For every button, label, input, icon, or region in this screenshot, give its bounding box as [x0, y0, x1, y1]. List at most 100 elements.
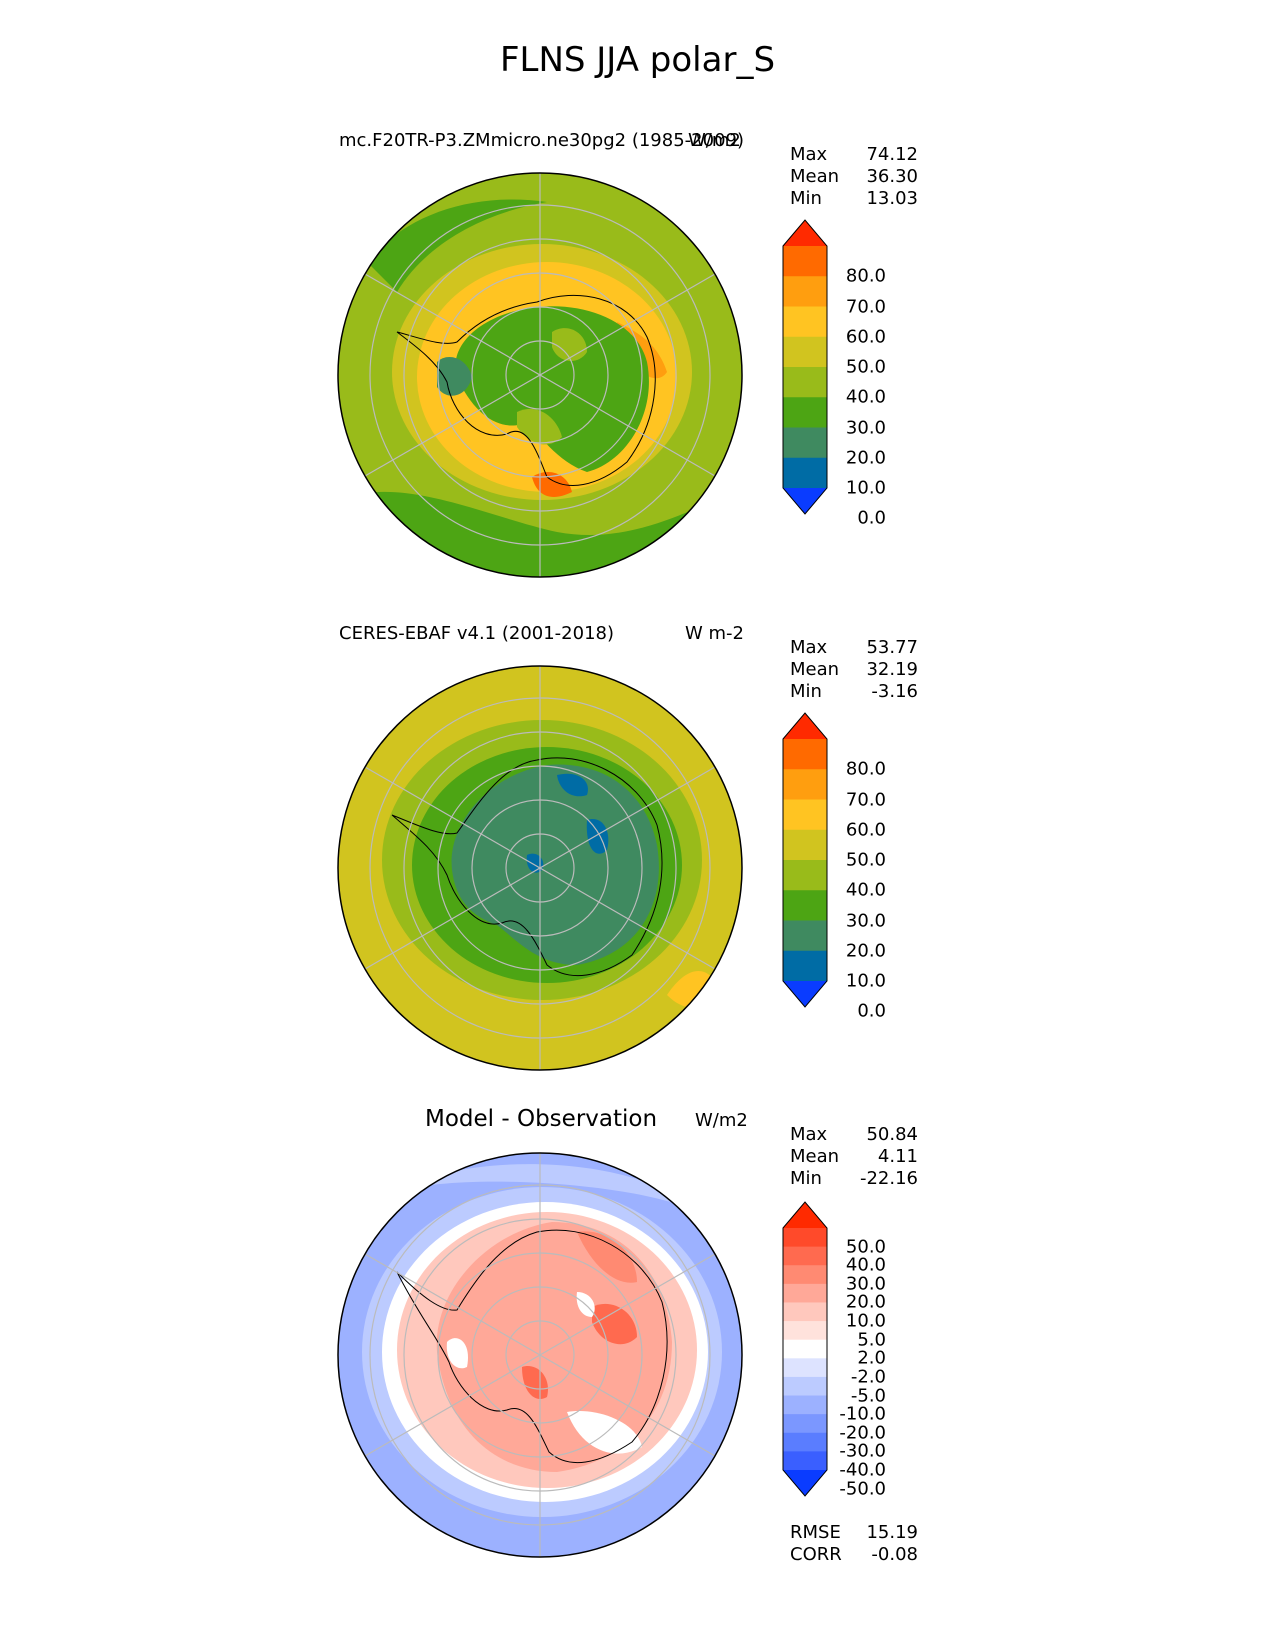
colorbar-tick-label: 5.0	[857, 1329, 886, 1351]
colorbar-tick-label: 40.0	[845, 879, 886, 901]
panel-title: Model - Observation	[425, 1106, 658, 1132]
colorbar-extend-bottom	[783, 981, 827, 1007]
colorbar-tick-label: -2.0	[850, 1366, 886, 1388]
colorbar-segment	[783, 1451, 827, 1471]
colorbar-tick-label: -30.0	[839, 1440, 886, 1462]
colorbar	[782, 219, 828, 515]
colorbar-tick-label: 50.0	[845, 1236, 886, 1258]
map-field-interior2	[437, 357, 472, 396]
colorbar-tick-label: 20.0	[845, 940, 886, 962]
colorbar-tick-label: 60.0	[845, 326, 886, 348]
colorbar-outline	[782, 1201, 828, 1497]
stat-mean-label: Mean	[790, 659, 840, 680]
colorbar-segment	[783, 1302, 827, 1322]
colorbar-segment	[783, 920, 827, 952]
colorbar-tick-label: -5.0	[850, 1385, 886, 1407]
colorbar-tick-label: -40.0	[839, 1459, 886, 1481]
colorbar-extend-top	[783, 713, 827, 739]
colorbar-segment	[783, 336, 827, 368]
colorbar-tick-label: 70.0	[845, 296, 886, 317]
stat-corr-label: CORR	[790, 1544, 842, 1565]
colorbar-segment	[783, 367, 827, 398]
graticule	[364, 666, 716, 1070]
map-field-hot	[592, 1303, 637, 1345]
colorbar-segment	[783, 769, 827, 800]
colorbar-segment	[783, 860, 827, 891]
colorbar-tick-label: 0.0	[857, 1000, 886, 1022]
stat-mean: 36.30	[866, 166, 918, 187]
stat-mean: 4.11	[877, 1146, 918, 1167]
polar-map-diff	[337, 1152, 743, 1558]
stat-min-label: Min	[790, 188, 822, 209]
colorbar-tick-label: 80.0	[845, 758, 886, 780]
colorbar-segment	[783, 1358, 827, 1378]
stat-min-label: Min	[790, 681, 822, 702]
panel-title: mc.F20TR-P3.ZMmicro.ne30pg2 (1985-2009)	[339, 130, 744, 151]
colorbar-outline	[782, 219, 828, 515]
stat-max: 50.84	[866, 1124, 918, 1145]
graticule	[364, 1153, 716, 1557]
colorbar-segment	[783, 950, 827, 982]
colorbar-tick-label: 80.0	[845, 265, 886, 287]
stat-mean-label: Mean	[790, 166, 840, 187]
polar-map-test	[337, 172, 743, 578]
colorbar-segment	[783, 1339, 827, 1359]
colorbar-tick-label: -50.0	[839, 1478, 886, 1500]
coastline	[396, 295, 656, 486]
coastline	[391, 757, 663, 977]
colorbar-segment	[783, 397, 827, 428]
map-border	[337, 172, 743, 578]
stat-min: 13.03	[866, 188, 918, 209]
colorbar-extend-top	[783, 1202, 827, 1228]
colorbar-segment	[783, 427, 827, 459]
map-border	[337, 1152, 743, 1558]
colorbar-segment	[783, 1283, 827, 1303]
stat-min-label: Min	[790, 1168, 822, 1189]
map-field-interior	[455, 306, 649, 472]
colorbar-segment	[783, 1376, 827, 1397]
colorbar-tick-label: 0.0	[857, 507, 886, 529]
colorbar-tick-label: 70.0	[845, 789, 886, 810]
colorbar-tick-label: 20.0	[845, 1291, 886, 1313]
stat-min: -3.16	[871, 681, 918, 702]
map-field-band	[367, 199, 547, 292]
colorbar-tick-label: 10.0	[845, 970, 886, 992]
stat-rmse-label: RMSE	[790, 1522, 841, 1543]
colorbar-segment	[783, 799, 827, 831]
polar-map-ref	[337, 665, 743, 1071]
graticule	[364, 173, 716, 577]
colorbar-segment	[783, 1246, 827, 1266]
colorbar-segment	[783, 246, 827, 277]
colorbar-segment	[783, 1432, 827, 1452]
map-field-interior2	[586, 819, 609, 854]
colorbar-tick-label: 40.0	[845, 386, 886, 408]
colorbar-tick-label: 50.0	[845, 849, 886, 871]
colorbar-segment	[783, 829, 827, 861]
colorbar-tick-label: 40.0	[845, 1254, 886, 1276]
panel-title: CERES-EBAF v4.1 (2001-2018)	[339, 623, 615, 644]
coastline	[396, 1229, 668, 1464]
map-field-interior2	[557, 773, 588, 797]
map-field-white	[567, 1411, 642, 1454]
colorbar-tick-label: 60.0	[845, 819, 886, 841]
stat-mean-label: Mean	[790, 1146, 840, 1167]
colorbar-segment	[783, 457, 827, 489]
figure-title: FLNS JJA polar_S	[499, 40, 776, 80]
stat-max-label: Max	[790, 1124, 828, 1145]
colorbar	[782, 712, 828, 1008]
colorbar-tick-label: 30.0	[845, 910, 886, 931]
colorbar-segment	[783, 306, 827, 338]
colorbar-segment	[783, 739, 827, 770]
colorbar-extend-bottom	[783, 488, 827, 514]
colorbar-tick-label: 2.0	[857, 1347, 886, 1369]
map-field-white	[446, 1338, 468, 1369]
colorbar-tick-label: 50.0	[845, 356, 886, 378]
map-field-light	[397, 1164, 697, 1212]
panel-units: W m-2	[685, 623, 745, 644]
colorbar-segment	[783, 276, 827, 307]
panel-diff: Model - Observation W/m2	[0, 1106, 1275, 1610]
panel-units: W/m2	[688, 130, 741, 151]
stat-corr: -0.08	[871, 1544, 918, 1565]
panel-units: W/m2	[695, 1110, 748, 1131]
error-stats-block: RMSE 15.19 CORR -0.08	[790, 1522, 918, 1566]
